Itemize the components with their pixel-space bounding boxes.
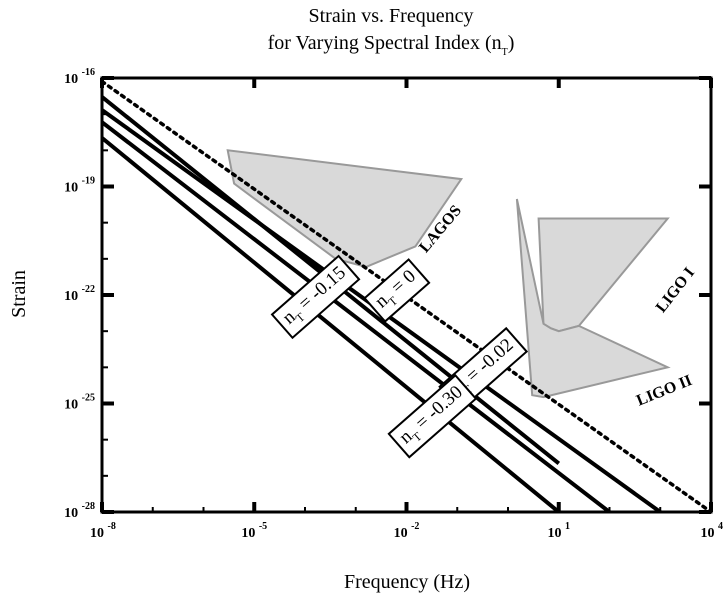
chart-title-line2: for Varying Spectral Index (nT): [268, 32, 515, 58]
chart-title-line1: Strain vs. Frequency: [309, 5, 474, 27]
x-tick-label: 10 1: [548, 521, 571, 541]
chart-title-line2-suffix: ): [508, 32, 515, 54]
series-line-dotted: [102, 79, 711, 512]
chart-title-line2-sub: T: [502, 47, 508, 58]
region-ligo-ii: [515, 198, 671, 399]
region-label-ligo-i: LIGO I: [653, 265, 698, 316]
y-tick-label: 10 -25: [64, 393, 95, 413]
x-tick-label: 10 -2: [394, 521, 420, 541]
y-axis-label: Strain: [8, 270, 30, 318]
series-label-box-3: nT = -0.30: [387, 373, 478, 459]
chart-title-line2-prefix: for Varying Spectral Index (n: [268, 32, 502, 54]
y-tick-label: 10 -16: [64, 67, 95, 87]
series-label-3: nT = -0.30: [395, 382, 469, 451]
series-label-2: nT = -0.15: [279, 262, 353, 331]
series-label-frame: [387, 373, 478, 459]
x-axis-ticks: 10 -8 10 -5 10 -2 10 1 10 4: [90, 78, 723, 541]
series-label-box-0: nT = 0: [363, 258, 431, 323]
y-axis-ticks: 10 -16 10 -19 10 -22 10 -25 10 -28: [64, 67, 711, 521]
region-ligo-i: [537, 217, 670, 333]
y-tick-label: 10 -22: [64, 284, 95, 304]
series-line-2: [102, 120, 611, 512]
y-tick-label: 10 -28: [64, 501, 95, 521]
x-tick-label: 10 -8: [90, 521, 116, 541]
series-label-frame: [363, 258, 431, 323]
series-line-3: [102, 136, 561, 512]
region-label-ligo-ii: LIGO II: [634, 372, 694, 410]
series-label-frame: [270, 254, 361, 340]
x-tick-label: 10 -5: [241, 521, 267, 541]
sensitivity-regions: [226, 149, 671, 399]
y-tick-label: 10 -19: [64, 176, 95, 196]
x-axis-label: Frequency (Hz): [344, 571, 470, 593]
x-tick-label: 10 4: [701, 521, 724, 541]
